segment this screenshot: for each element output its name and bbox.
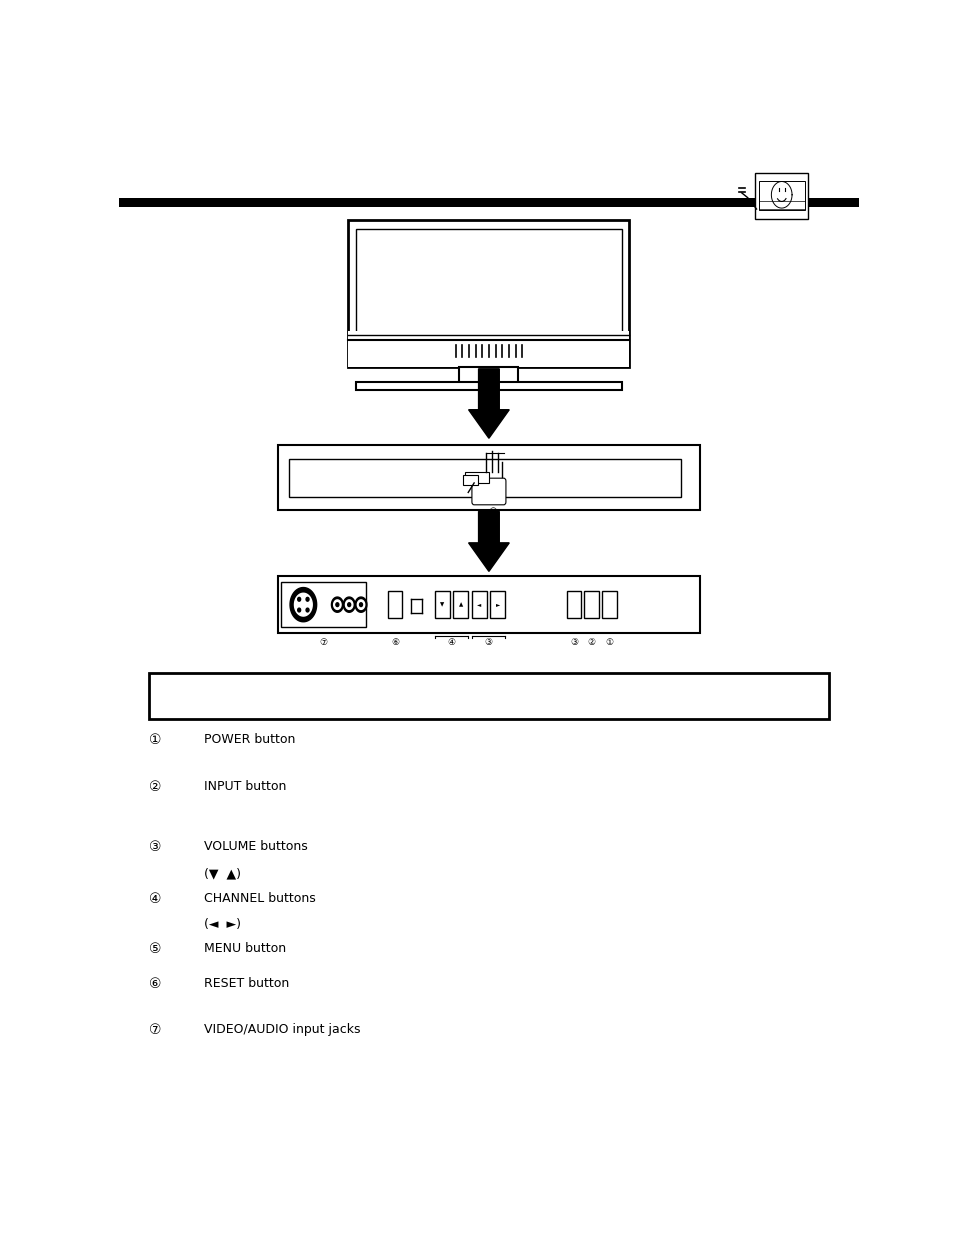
Text: ①: ① <box>605 638 613 647</box>
Polygon shape <box>306 598 309 601</box>
Polygon shape <box>355 597 367 613</box>
Bar <box>149 673 828 719</box>
Text: ▼: ▼ <box>439 603 444 608</box>
Polygon shape <box>343 597 355 613</box>
Bar <box>348 220 629 367</box>
Bar <box>465 472 488 483</box>
Text: VIDEO/AUDIO input jacks: VIDEO/AUDIO input jacks <box>204 1023 360 1036</box>
Bar <box>278 445 699 510</box>
FancyArrow shape <box>468 369 509 438</box>
Text: CHANNEL buttons: CHANNEL buttons <box>204 892 315 905</box>
Text: ⑥: ⑥ <box>149 977 161 992</box>
Text: ③: ③ <box>569 638 578 647</box>
Text: VOLUME buttons: VOLUME buttons <box>204 841 308 853</box>
Bar <box>278 576 699 634</box>
Text: ②: ② <box>149 779 161 794</box>
Text: ④: ④ <box>447 638 456 647</box>
Bar <box>755 173 807 219</box>
Polygon shape <box>345 600 353 609</box>
Bar <box>119 198 858 207</box>
Bar <box>459 367 518 384</box>
Bar <box>566 592 580 618</box>
Polygon shape <box>297 598 300 601</box>
Polygon shape <box>359 603 362 606</box>
FancyBboxPatch shape <box>472 478 505 505</box>
Text: ②: ② <box>587 638 595 647</box>
Polygon shape <box>297 608 300 611</box>
Bar <box>758 182 803 210</box>
Text: ⑦: ⑦ <box>319 638 328 647</box>
Text: ►: ► <box>496 603 499 608</box>
Polygon shape <box>347 603 351 606</box>
Bar <box>583 592 598 618</box>
Bar <box>348 331 629 367</box>
Bar <box>453 592 468 618</box>
Bar <box>281 582 366 627</box>
Bar <box>472 592 486 618</box>
Text: (◄  ►): (◄ ►) <box>204 919 241 931</box>
Text: ③: ③ <box>484 638 492 647</box>
Bar <box>355 382 621 390</box>
Text: ▲: ▲ <box>458 603 462 608</box>
Polygon shape <box>294 593 312 616</box>
Polygon shape <box>331 597 343 613</box>
Text: ◄: ◄ <box>476 603 481 608</box>
Polygon shape <box>290 588 316 621</box>
Bar <box>490 592 505 618</box>
Text: ⑦: ⑦ <box>149 1023 161 1037</box>
Polygon shape <box>334 600 341 609</box>
Text: RESET button: RESET button <box>204 977 289 990</box>
Bar <box>462 475 477 485</box>
Bar <box>435 592 449 618</box>
Text: MENU button: MENU button <box>204 942 286 955</box>
Bar <box>289 459 680 498</box>
Text: ⑤: ⑤ <box>149 942 161 956</box>
Text: ⑤: ⑤ <box>488 506 497 516</box>
FancyArrow shape <box>468 511 509 572</box>
Text: ④: ④ <box>149 892 161 905</box>
Text: ①: ① <box>149 734 161 747</box>
Text: ③: ③ <box>149 841 161 855</box>
Bar <box>387 592 402 618</box>
Text: INPUT button: INPUT button <box>204 779 286 793</box>
Polygon shape <box>357 600 364 609</box>
Polygon shape <box>306 608 309 611</box>
Text: ⑥: ⑥ <box>391 638 398 647</box>
Text: POWER button: POWER button <box>204 734 295 746</box>
Bar <box>601 592 617 618</box>
Bar <box>355 228 621 357</box>
Text: (▼  ▲): (▼ ▲) <box>204 867 241 881</box>
Polygon shape <box>335 603 338 606</box>
